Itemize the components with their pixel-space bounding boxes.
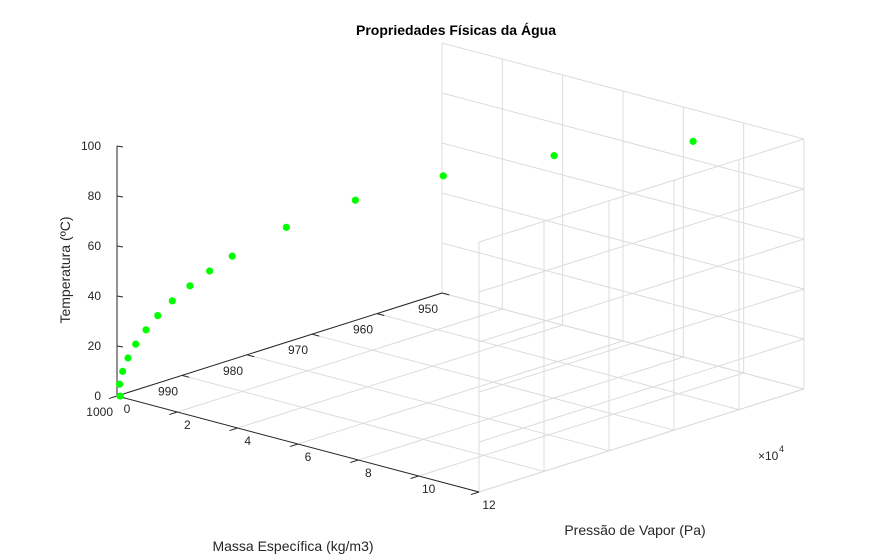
back-wall-grid-line: [441, 42, 805, 140]
y-tick-mark: [246, 354, 255, 358]
right-wall-grid-line: [478, 188, 805, 293]
tick-labels: 0 2 4 6 8 10 12 1000 990 980 970 960 950 0 20 40 60 80 100: [81, 139, 496, 512]
right-wall-grid-line: [478, 388, 805, 493]
z-tick-label: 20: [88, 339, 102, 353]
x-tick-mark: [410, 475, 419, 480]
x-tick-label: 10: [422, 482, 436, 496]
data-points: [116, 137, 697, 400]
x-tick-label: 6: [305, 450, 312, 464]
data-point: [228, 252, 236, 260]
floor-grid-line: [237, 324, 563, 429]
floor-grid-line: [311, 333, 675, 431]
floor-grid-line: [376, 313, 740, 411]
y-tick-mark: [311, 333, 320, 337]
data-point: [168, 297, 176, 305]
z-tick-label: 0: [94, 389, 101, 403]
data-point: [116, 380, 124, 388]
z-tick-label: 100: [81, 139, 101, 153]
z-tick-label: 60: [88, 239, 102, 253]
back-wall-grid-line: [441, 142, 805, 240]
axis-lines: [108, 145, 480, 496]
y-tick-mark: [376, 313, 385, 317]
z-tick-mark: [116, 195, 124, 198]
data-point: [351, 196, 359, 204]
y-tick-label: 950: [418, 302, 438, 316]
x-tick-label: 8: [365, 466, 372, 480]
x-tick-mark: [108, 395, 118, 400]
chart-title: Propriedades Físicas da Água: [356, 22, 556, 38]
back-wall-grid-line: [441, 242, 805, 340]
x-tick-label: 0: [124, 402, 131, 416]
grid-lines: [116, 42, 805, 493]
floor-grid-line: [297, 340, 624, 445]
y-axis-label: Massa Específica (kg/m3): [212, 538, 373, 554]
data-point: [439, 172, 447, 180]
floor-grid-line: [358, 356, 684, 461]
x-tick-mark: [229, 427, 238, 432]
y-tick-label: 1000: [86, 405, 113, 419]
data-point: [142, 326, 150, 334]
back-wall-grid-line: [441, 92, 805, 190]
right-wall-grid-line: [478, 238, 805, 343]
y-tick-label: 970: [288, 343, 308, 357]
data-point: [206, 267, 214, 275]
y-tick-label: 960: [353, 323, 373, 337]
x-axis-exponent: ×10 4: [758, 444, 784, 463]
right-wall-grid-line: [478, 138, 805, 243]
z-tick-mark: [116, 145, 124, 148]
x-tick-label: 4: [244, 434, 251, 448]
x-tick-mark: [470, 491, 480, 496]
data-point: [186, 282, 194, 290]
data-point: [124, 354, 132, 362]
x-tick-label: 12: [482, 498, 496, 512]
z-axis-label: Temperatura (ºC): [57, 216, 73, 323]
x-tick-mark: [169, 411, 178, 416]
z-tick-label: 80: [88, 189, 102, 203]
data-point: [550, 152, 558, 160]
y-axis-line: [116, 292, 443, 397]
data-point: [154, 311, 162, 320]
z-tick-mark: [116, 245, 124, 248]
back-wall-grid-line: [441, 292, 805, 390]
back-wall-grid-line: [441, 192, 805, 290]
data-point: [116, 392, 124, 400]
z-tick-mark: [116, 345, 124, 348]
data-point: [689, 137, 697, 145]
data-point: [119, 367, 127, 375]
x-axis-label: Pressão de Vapor (Pa): [564, 522, 705, 538]
z-tick-label: 40: [88, 289, 102, 303]
floor-grid-line: [418, 372, 744, 477]
floor-grid-line: [181, 374, 545, 472]
y-tick-label: 990: [158, 384, 178, 398]
floor-grid-line: [246, 354, 610, 452]
x-tick-mark: [350, 459, 359, 464]
x-tick-label: 2: [184, 418, 191, 432]
floor-grid-line: [177, 308, 503, 413]
right-wall-grid-line: [478, 288, 805, 393]
x-tick-mark: [289, 443, 299, 448]
z-tick-mark: [116, 295, 124, 298]
y-tick-mark: [181, 374, 190, 378]
data-point: [132, 340, 140, 348]
x-exponent-power: 4: [779, 444, 784, 454]
y-tick-label: 980: [223, 364, 243, 378]
x-exponent-base: ×10: [758, 449, 779, 463]
right-wall-grid-line: [478, 338, 805, 443]
data-point: [282, 223, 290, 231]
y-tick-mark: [441, 292, 450, 296]
